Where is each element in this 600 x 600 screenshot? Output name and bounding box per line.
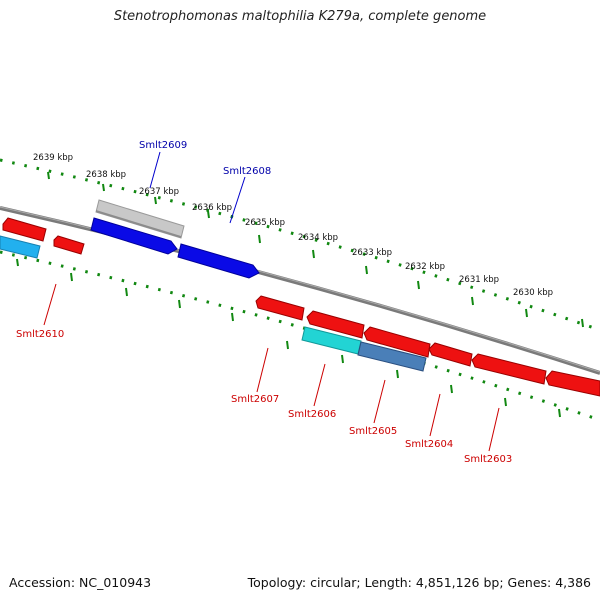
ruler-tick xyxy=(417,280,420,290)
accession-text: Accession: NC_010943 xyxy=(9,575,152,590)
gene-reverse-edge[interactable] xyxy=(545,370,600,397)
gene-smlt2610-b[interactable] xyxy=(53,235,85,255)
ruler-tick xyxy=(154,196,157,205)
ruler-label: 2638 kbp xyxy=(86,170,126,180)
ruler-tick xyxy=(365,265,368,275)
ruler-tick xyxy=(450,384,453,394)
leader-line-smlt2607 xyxy=(256,347,269,393)
inner-ruler-arc xyxy=(0,250,600,422)
ruler-tick xyxy=(207,210,210,219)
ruler-label: 2630 kbp xyxy=(513,288,553,298)
ruler-tick xyxy=(47,171,50,180)
ruler-tick xyxy=(312,249,315,259)
gene-label-smlt2609: Smlt2609 xyxy=(139,140,187,151)
gene-smlt2608[interactable] xyxy=(177,243,260,279)
leader-line-smlt2605 xyxy=(373,379,386,424)
ruler-tick xyxy=(16,258,19,267)
ruler-label: 2635 kbp xyxy=(245,218,285,228)
gene-label-smlt2608: Smlt2608 xyxy=(223,166,271,177)
gene-label-smlt2610: Smlt2610 xyxy=(16,329,64,340)
gene-smlt2609[interactable] xyxy=(90,217,178,255)
reverse-label-leaders xyxy=(43,283,500,452)
ruler-tick xyxy=(70,272,73,282)
leader-line-smlt2604 xyxy=(429,393,441,437)
gene-reverse-lightblue[interactable] xyxy=(0,235,41,259)
ruler-tick xyxy=(102,183,105,192)
ruler-tick xyxy=(471,296,474,306)
reverse-genes xyxy=(0,217,600,397)
ruler-tick xyxy=(504,397,507,407)
reverse-gene-labels: Smlt2610 Smlt2607 Smlt2606 Smlt2605 Smlt… xyxy=(16,329,512,465)
gene-label-smlt2604: Smlt2604 xyxy=(405,439,453,450)
ruler-tick xyxy=(341,354,344,364)
ruler-label: 2631 kbp xyxy=(459,275,499,285)
genome-summary-text: Topology: circular; Length: 4,851,126 bp… xyxy=(247,575,591,590)
genome-backbone xyxy=(0,206,600,375)
gene-label-smlt2607: Smlt2607 xyxy=(231,394,279,405)
inner-major-ticks xyxy=(16,258,561,418)
gene-smlt2604[interactable] xyxy=(428,342,473,367)
ruler-tick xyxy=(258,234,261,244)
ruler-label: 2636 kbp xyxy=(192,203,232,213)
ruler-tick xyxy=(558,408,561,418)
outer-ruler-arc xyxy=(0,158,600,332)
ruler-label: 2633 kbp xyxy=(352,248,392,258)
gene-smlt2605[interactable] xyxy=(363,326,431,358)
ruler-tick xyxy=(231,312,234,322)
ruler-tick xyxy=(178,299,181,309)
ruler-tick xyxy=(525,308,528,318)
forward-label-leaders xyxy=(149,151,246,224)
ruler-tick xyxy=(396,369,399,379)
leader-line-smlt2608 xyxy=(229,176,246,224)
leader-line-smlt2610 xyxy=(43,283,57,326)
leader-line-smlt2603 xyxy=(488,407,500,452)
ruler-tick xyxy=(125,287,128,297)
gene-label-smlt2605: Smlt2605 xyxy=(349,426,397,437)
gene-smlt2603[interactable] xyxy=(471,353,547,385)
leader-line-smlt2609 xyxy=(149,151,161,189)
genome-backbone-highlight xyxy=(0,206,600,373)
gene-smlt2607[interactable] xyxy=(255,295,305,321)
map-title: Stenotrophomonas maltophilia K279a, comp… xyxy=(113,9,487,24)
ruler-tick xyxy=(581,318,584,328)
forward-gene-labels: Smlt2609 Smlt2608 xyxy=(139,140,271,177)
ruler-label: 2639 kbp xyxy=(33,153,73,163)
ruler-label: 2634 kbp xyxy=(298,233,338,243)
gene-forward-grey-shade xyxy=(96,210,181,238)
gene-label-smlt2606: Smlt2606 xyxy=(288,409,336,420)
ruler-labels: 2639 kbp 2638 kbp 2637 kbp 2636 kbp 2635… xyxy=(33,153,553,298)
gene-reverse-steelblue[interactable] xyxy=(357,341,427,372)
gene-smlt2606[interactable] xyxy=(306,310,365,339)
gene-smlt2610-a[interactable] xyxy=(2,217,47,242)
ruler-tick xyxy=(286,340,289,350)
forward-genes xyxy=(90,199,260,279)
gene-label-smlt2603: Smlt2603 xyxy=(464,454,512,465)
ruler-label: 2637 kbp xyxy=(139,187,179,197)
outer-major-ticks xyxy=(47,171,584,328)
ruler-label: 2632 kbp xyxy=(405,262,445,272)
leader-line-smlt2606 xyxy=(313,363,326,407)
